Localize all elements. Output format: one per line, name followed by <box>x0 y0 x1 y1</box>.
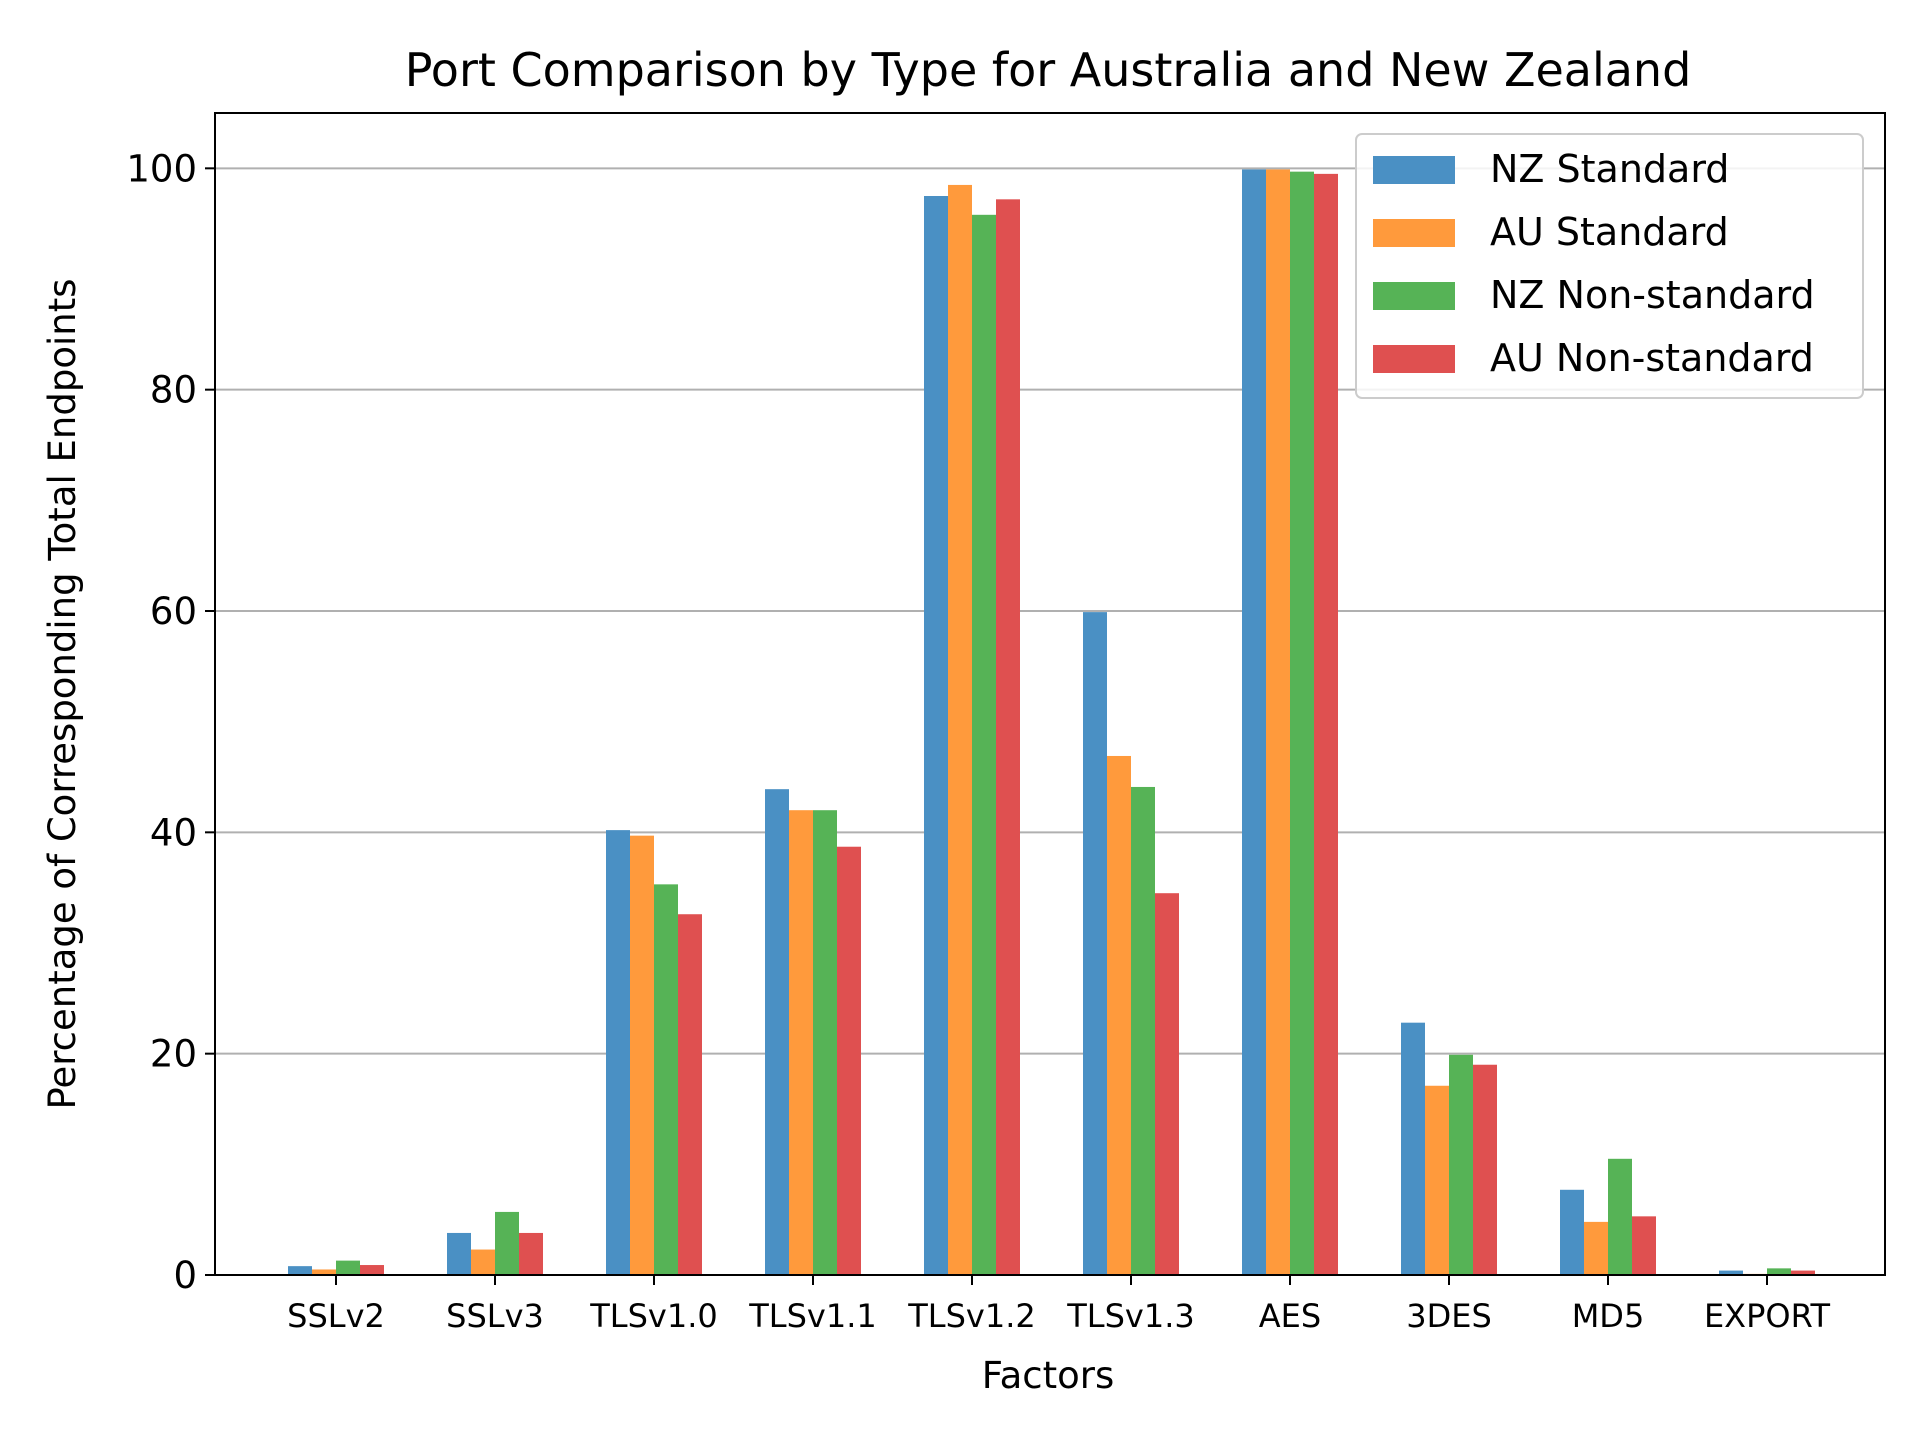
bar <box>1473 1064 1497 1275</box>
bar <box>996 199 1020 1275</box>
x-tick-label: 3DES <box>1406 1297 1492 1335</box>
x-tick-label: TLSv1.3 <box>1066 1297 1195 1335</box>
bar <box>1401 1022 1425 1275</box>
bar <box>972 214 996 1275</box>
bar <box>654 884 678 1275</box>
legend-items: NZ Standard AU Standard NZ Non-standard AU … <box>1373 147 1815 380</box>
legend-label: NZ Standard <box>1490 147 1729 191</box>
y-tick-label: 100 <box>126 147 197 190</box>
bar <box>312 1269 336 1275</box>
legend-swatch <box>1373 282 1455 310</box>
bar <box>1290 171 1314 1276</box>
x-tick-label: TLSv1.1 <box>748 1297 877 1335</box>
bar <box>630 835 654 1275</box>
bar <box>837 846 861 1275</box>
x-tick-label: TLSv1.2 <box>907 1297 1036 1335</box>
legend-label: AU Standard <box>1490 210 1729 254</box>
bar <box>1314 173 1338 1275</box>
bar <box>1155 893 1179 1275</box>
plot-frame <box>214 112 1886 1276</box>
bar <box>1560 1189 1584 1275</box>
bar <box>336 1260 360 1275</box>
legend-frame <box>1355 133 1864 399</box>
bar <box>447 1232 471 1275</box>
y-tick-label: 0 <box>173 1254 197 1297</box>
bar <box>519 1232 543 1275</box>
bars <box>288 169 1815 1276</box>
bar <box>288 1266 312 1275</box>
y-tick-label: 60 <box>150 590 197 633</box>
legend-label: NZ Non-standard <box>1490 273 1815 317</box>
bar <box>1131 786 1155 1275</box>
x-axis-label: Factors <box>982 1354 1115 1397</box>
bar <box>789 810 813 1275</box>
legend-label: AU Non-standard <box>1490 336 1814 380</box>
chart-title: Port Comparison by Type for Australia an… <box>405 43 1692 97</box>
x-tick-label: SSLv2 <box>287 1297 385 1335</box>
y-axis-ticks: 0 20 40 60 80 100 <box>126 147 215 1297</box>
bar <box>924 196 948 1275</box>
bar <box>765 789 789 1275</box>
y-tick-label: 20 <box>150 1033 197 1076</box>
x-tick-label: MD5 <box>1572 1297 1645 1335</box>
legend-swatch <box>1373 156 1455 184</box>
bar <box>360 1265 384 1275</box>
bar <box>1242 169 1266 1276</box>
bar <box>813 810 837 1275</box>
bar <box>1449 1054 1473 1275</box>
bar <box>1791 1270 1815 1275</box>
y-axis-label: Percentage of Corresponding Total Endpoi… <box>41 279 84 1110</box>
x-tick-label: SSLv3 <box>446 1297 544 1335</box>
bar <box>1107 755 1131 1275</box>
y-tick-label: 80 <box>150 369 197 412</box>
bar <box>1767 1268 1791 1275</box>
bar <box>471 1249 495 1275</box>
bar <box>948 184 972 1275</box>
bar <box>606 830 630 1275</box>
bar <box>1608 1158 1632 1275</box>
y-tick-label: 40 <box>150 811 197 854</box>
bar <box>1425 1085 1449 1275</box>
x-axis-ticks: SSLv2 SSLv3 TLSv1.0 TLSv1.1 TLSv1.2 TLSv1.3 AE… <box>287 1275 1830 1335</box>
bar <box>1083 612 1107 1275</box>
bar <box>495 1211 519 1275</box>
bar <box>1632 1216 1656 1275</box>
x-tick-label: TLSv1.0 <box>589 1297 718 1335</box>
bar <box>1266 169 1290 1276</box>
bar <box>1719 1270 1743 1275</box>
x-tick-label: EXPORT <box>1704 1297 1831 1335</box>
legend-swatch <box>1373 219 1455 247</box>
legend-swatch <box>1373 345 1455 373</box>
bar <box>1584 1221 1608 1275</box>
x-tick-label: AES <box>1259 1297 1321 1335</box>
legend: NZ Standard AU Standard NZ Non-standard AU … <box>1355 133 1864 399</box>
bar <box>678 914 702 1275</box>
